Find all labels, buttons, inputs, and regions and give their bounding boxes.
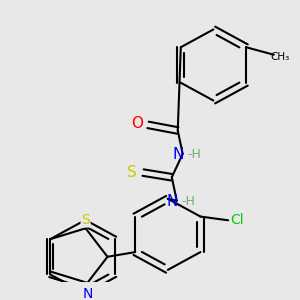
Text: CH₃: CH₃: [270, 52, 289, 61]
Text: -H: -H: [188, 148, 202, 161]
Text: -H: -H: [182, 195, 196, 208]
Text: N: N: [82, 287, 93, 300]
Text: S: S: [127, 165, 137, 180]
Text: O: O: [131, 116, 143, 131]
Text: N: N: [166, 194, 178, 209]
Text: Cl: Cl: [230, 213, 244, 227]
Text: N: N: [172, 147, 183, 162]
Text: S: S: [81, 213, 90, 227]
